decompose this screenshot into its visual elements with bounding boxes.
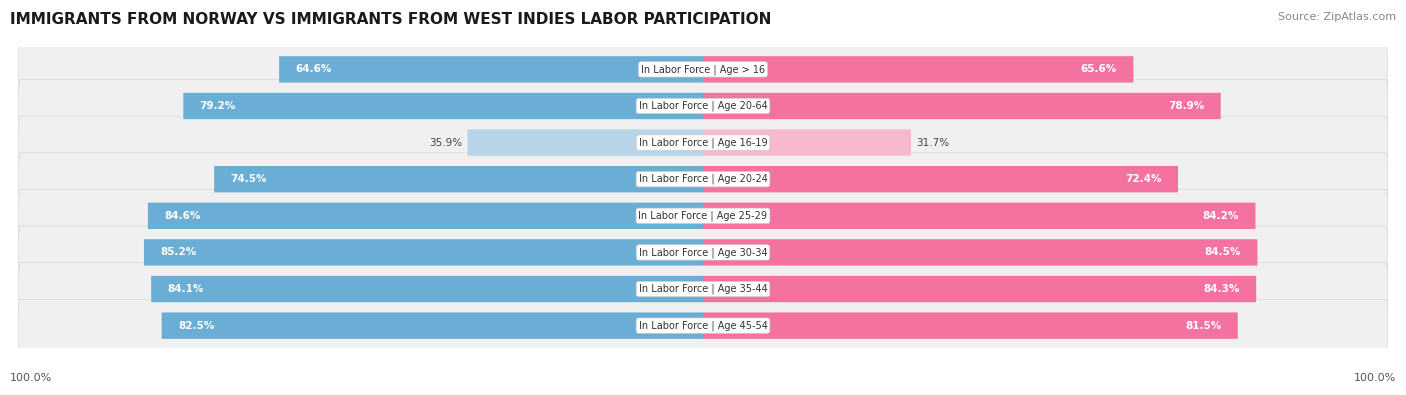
FancyBboxPatch shape xyxy=(703,130,911,156)
FancyBboxPatch shape xyxy=(18,190,1388,242)
Text: Source: ZipAtlas.com: Source: ZipAtlas.com xyxy=(1278,12,1396,22)
FancyBboxPatch shape xyxy=(18,226,1388,279)
Text: In Labor Force | Age 20-64: In Labor Force | Age 20-64 xyxy=(638,101,768,111)
FancyBboxPatch shape xyxy=(183,93,703,119)
Text: 64.6%: 64.6% xyxy=(295,64,332,74)
Text: 78.9%: 78.9% xyxy=(1168,101,1205,111)
Text: 79.2%: 79.2% xyxy=(200,101,236,111)
Text: In Labor Force | Age 20-24: In Labor Force | Age 20-24 xyxy=(638,174,768,184)
Text: 72.4%: 72.4% xyxy=(1125,174,1161,184)
Text: In Labor Force | Age 16-19: In Labor Force | Age 16-19 xyxy=(638,137,768,148)
Text: In Labor Force | Age 35-44: In Labor Force | Age 35-44 xyxy=(638,284,768,294)
FancyBboxPatch shape xyxy=(703,93,1220,119)
FancyBboxPatch shape xyxy=(703,276,1256,302)
Text: In Labor Force | Age > 16: In Labor Force | Age > 16 xyxy=(641,64,765,75)
FancyBboxPatch shape xyxy=(143,239,703,265)
FancyBboxPatch shape xyxy=(18,299,1388,352)
Text: 84.2%: 84.2% xyxy=(1202,211,1239,221)
FancyBboxPatch shape xyxy=(703,239,1257,265)
Text: 84.6%: 84.6% xyxy=(165,211,201,221)
Text: 85.2%: 85.2% xyxy=(160,247,197,258)
Text: 65.6%: 65.6% xyxy=(1081,64,1116,74)
FancyBboxPatch shape xyxy=(18,116,1388,169)
FancyBboxPatch shape xyxy=(152,276,703,302)
FancyBboxPatch shape xyxy=(18,263,1388,315)
FancyBboxPatch shape xyxy=(214,166,703,192)
Text: 84.1%: 84.1% xyxy=(167,284,204,294)
FancyBboxPatch shape xyxy=(280,56,703,83)
FancyBboxPatch shape xyxy=(703,312,1237,339)
Text: 84.3%: 84.3% xyxy=(1204,284,1240,294)
FancyBboxPatch shape xyxy=(148,203,703,229)
FancyBboxPatch shape xyxy=(18,43,1388,96)
FancyBboxPatch shape xyxy=(467,130,703,156)
FancyBboxPatch shape xyxy=(18,80,1388,132)
Text: In Labor Force | Age 30-34: In Labor Force | Age 30-34 xyxy=(638,247,768,258)
Text: 74.5%: 74.5% xyxy=(231,174,267,184)
FancyBboxPatch shape xyxy=(162,312,703,339)
Text: 82.5%: 82.5% xyxy=(179,321,214,331)
Text: IMMIGRANTS FROM NORWAY VS IMMIGRANTS FROM WEST INDIES LABOR PARTICIPATION: IMMIGRANTS FROM NORWAY VS IMMIGRANTS FRO… xyxy=(10,12,772,27)
FancyBboxPatch shape xyxy=(703,166,1178,192)
Text: 100.0%: 100.0% xyxy=(10,373,52,383)
Text: 100.0%: 100.0% xyxy=(1354,373,1396,383)
FancyBboxPatch shape xyxy=(703,56,1133,83)
FancyBboxPatch shape xyxy=(703,203,1256,229)
Text: 81.5%: 81.5% xyxy=(1185,321,1222,331)
Text: 31.7%: 31.7% xyxy=(917,137,949,148)
Text: In Labor Force | Age 45-54: In Labor Force | Age 45-54 xyxy=(638,320,768,331)
FancyBboxPatch shape xyxy=(18,153,1388,205)
Text: 35.9%: 35.9% xyxy=(429,137,463,148)
Text: 84.5%: 84.5% xyxy=(1205,247,1241,258)
Text: In Labor Force | Age 25-29: In Labor Force | Age 25-29 xyxy=(638,211,768,221)
